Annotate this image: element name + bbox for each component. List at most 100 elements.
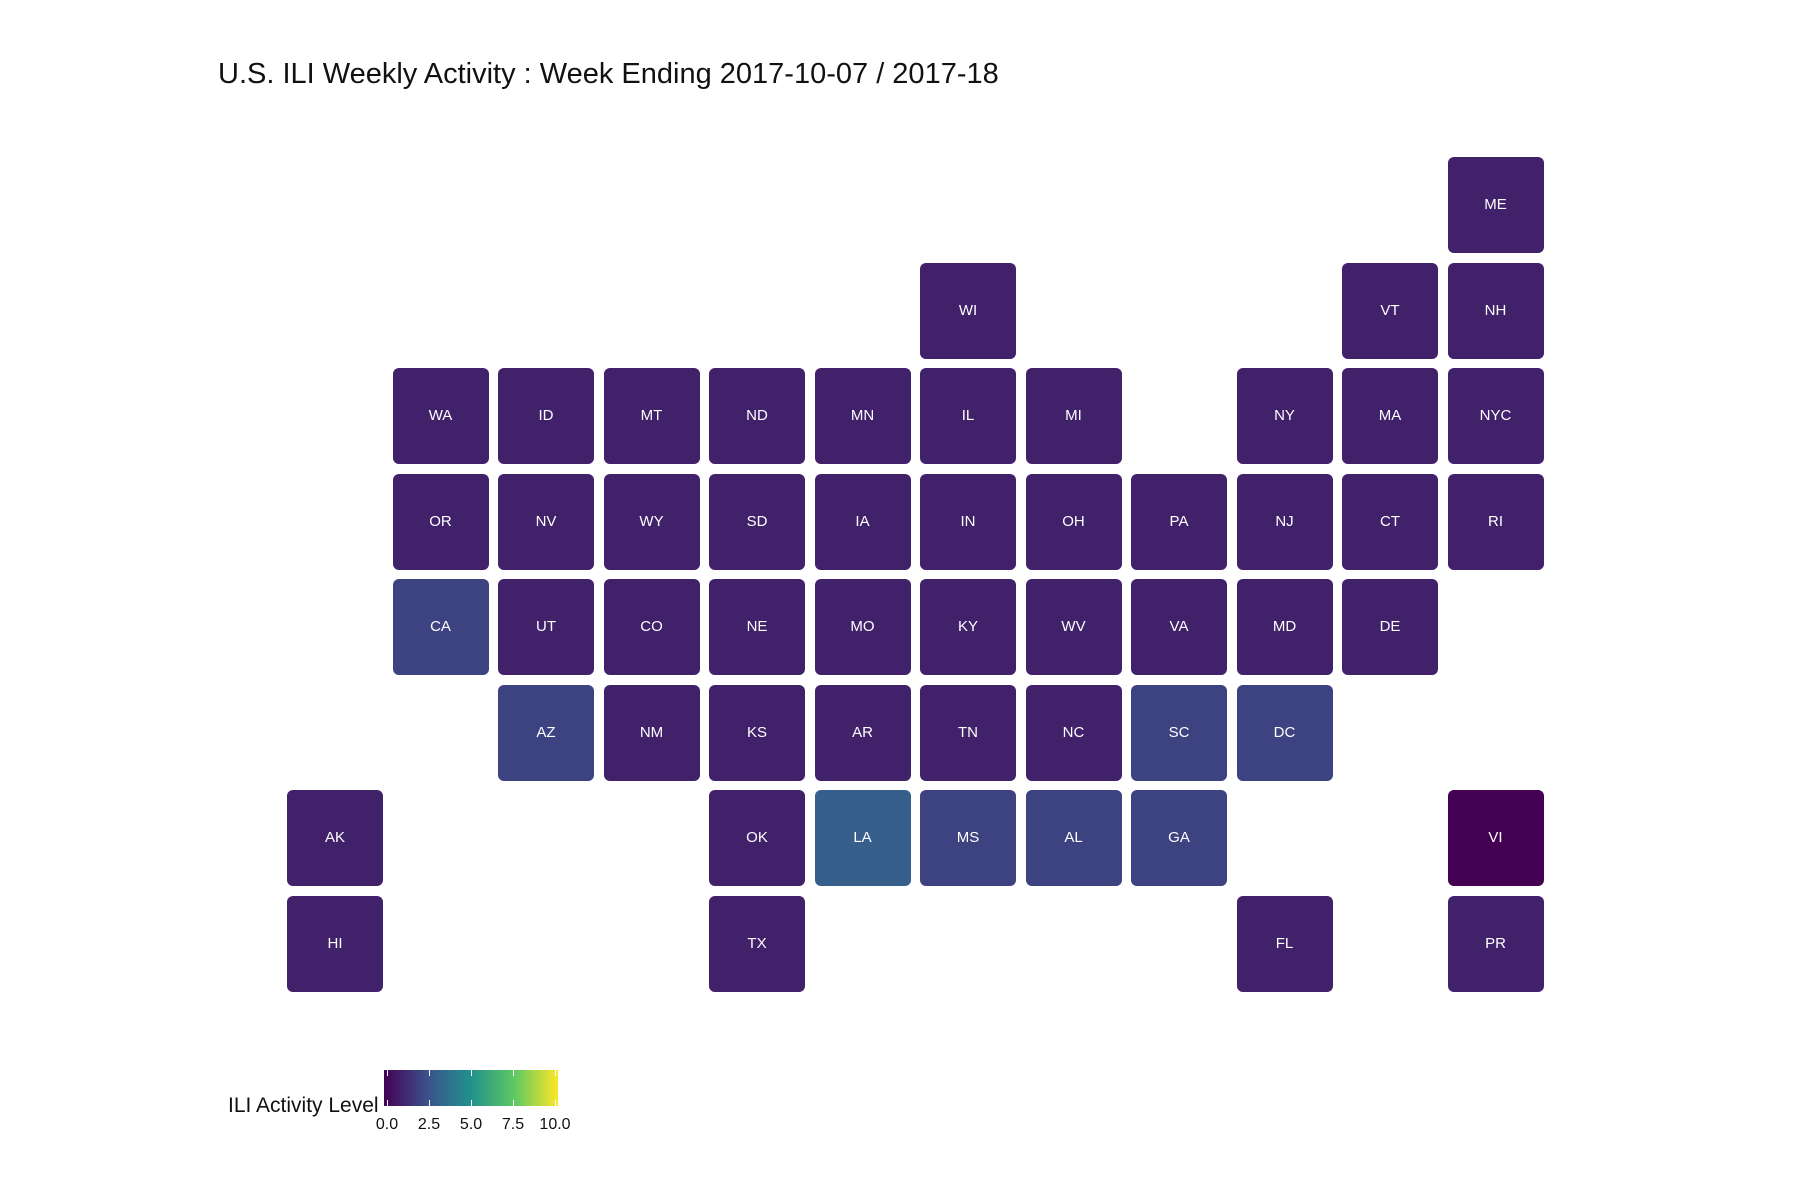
state-label: PR	[1485, 934, 1506, 952]
state-tile-nyc: NYC	[1447, 368, 1544, 464]
state-tile-id: ID	[498, 368, 594, 464]
state-label: OR	[429, 512, 452, 530]
legend-tick-mark	[429, 1070, 430, 1076]
state-tile-dc: DC	[1236, 684, 1333, 781]
state-tile-ne: NE	[709, 579, 805, 675]
state-tile-al: AL	[1025, 790, 1122, 886]
state-label: CO	[640, 618, 663, 635]
legend-tick-mark	[471, 1100, 472, 1106]
legend-tick	[555, 1070, 556, 1106]
state-tile-tx: TX	[709, 895, 805, 992]
state-label: NJ	[1275, 512, 1294, 530]
state-label: MS	[956, 829, 980, 846]
state-label: CA	[430, 618, 451, 635]
state-tile-ks: KS	[709, 684, 805, 781]
state-tile-vi: VI	[1447, 790, 1544, 886]
state-tile-nc: NC	[1025, 684, 1122, 781]
state-label: MD	[1272, 618, 1297, 635]
state-tile-ri: RI	[1447, 473, 1544, 570]
state-label: LA	[853, 829, 872, 846]
state-label: ND	[746, 407, 768, 424]
state-label: DC	[1273, 723, 1296, 741]
state-label: AK	[324, 829, 345, 846]
state-label: KY	[957, 618, 978, 635]
state-label: IN	[960, 512, 976, 530]
state-tile-hi: HI	[287, 895, 383, 992]
state-tile-nj: NJ	[1236, 473, 1333, 570]
state-label: NYC	[1479, 407, 1512, 424]
state-label: PA	[1169, 512, 1189, 530]
state-label: WY	[639, 512, 664, 530]
state-label: GA	[1168, 829, 1190, 846]
state-tile-ut: UT	[498, 579, 594, 675]
state-label: WV	[1061, 618, 1086, 635]
state-tile-nv: NV	[498, 473, 594, 570]
state-label: MA	[1378, 407, 1402, 424]
legend-tick-label: 7.5	[501, 1116, 525, 1133]
legend-tick-label: 0.0	[375, 1116, 399, 1133]
state-label: NE	[746, 618, 768, 635]
state-label: MN	[850, 407, 875, 424]
state-tile-wa: WA	[392, 368, 489, 464]
state-tile-sc: SC	[1131, 684, 1227, 781]
state-label: IA	[855, 512, 870, 530]
state-label: DE	[1379, 618, 1401, 635]
state-label: UT	[536, 618, 556, 635]
state-tile-ok: OK	[709, 790, 805, 886]
state-label: ID	[538, 407, 554, 424]
state-tile-ma: MA	[1342, 368, 1438, 464]
state-tile-vt: VT	[1342, 262, 1438, 359]
state-tile-ak: AK	[287, 790, 383, 886]
state-label: NV	[535, 512, 557, 530]
legend-tick-mark	[429, 1100, 430, 1106]
state-tile-ny: NY	[1236, 368, 1333, 464]
state-label: AZ	[536, 723, 556, 741]
state-label: MO	[850, 618, 875, 635]
state-tile-ms: MS	[920, 790, 1016, 886]
state-tile-de: DE	[1342, 579, 1438, 675]
state-tile-ca: CA	[392, 579, 489, 675]
state-label: IL	[961, 407, 975, 424]
state-label: NH	[1484, 301, 1507, 319]
state-label: MT	[640, 407, 663, 424]
state-label: SC	[1168, 723, 1190, 741]
legend-tick-mark	[471, 1070, 472, 1076]
state-tile-tn: TN	[920, 684, 1016, 781]
state-label: TX	[747, 934, 767, 952]
state-tile-mn: MN	[814, 368, 911, 464]
state-label: CT	[1380, 512, 1400, 530]
state-tile-or: OR	[392, 473, 489, 570]
state-tile-wy: WY	[603, 473, 700, 570]
legend-tick	[429, 1070, 430, 1106]
state-tile-nd: ND	[709, 368, 805, 464]
legend-title: ILI Activity Level	[228, 1094, 379, 1117]
state-tile-ct: CT	[1342, 473, 1438, 570]
legend-tick-mark	[555, 1100, 556, 1106]
state-tile-ar: AR	[814, 684, 911, 781]
state-label: VI	[1488, 829, 1503, 846]
state-label: NY	[1274, 407, 1295, 424]
legend-tick-mark	[513, 1070, 514, 1076]
state-tile-sd: SD	[709, 473, 805, 570]
state-tile-fl: FL	[1236, 895, 1333, 992]
state-label: NC	[1062, 723, 1085, 741]
state-tile-mi: MI	[1025, 368, 1122, 464]
legend: ILI Activity Level 0.0 2.5 5.0 7.5 10.0	[228, 1068, 588, 1148]
state-label: HI	[327, 934, 343, 952]
state-tile-me: ME	[1447, 157, 1544, 253]
legend-tick	[471, 1070, 472, 1106]
state-tile-va: VA	[1131, 579, 1227, 675]
state-tile-ga: GA	[1131, 790, 1227, 886]
state-label: VT	[1380, 301, 1400, 319]
legend-tick	[387, 1070, 388, 1106]
state-tile-ky: KY	[920, 579, 1016, 675]
state-label: WA	[428, 407, 453, 424]
state-tile-wv: WV	[1025, 579, 1122, 675]
state-tile-ia: IA	[814, 473, 911, 570]
state-label: ME	[1484, 196, 1507, 213]
legend-tick-mark	[513, 1100, 514, 1106]
state-tile-wi: WI	[920, 262, 1016, 359]
state-label: AR	[852, 723, 873, 741]
legend-tick-mark	[387, 1100, 388, 1106]
chart-title: U.S. ILI Weekly Activity : Week Ending 2…	[218, 58, 999, 90]
